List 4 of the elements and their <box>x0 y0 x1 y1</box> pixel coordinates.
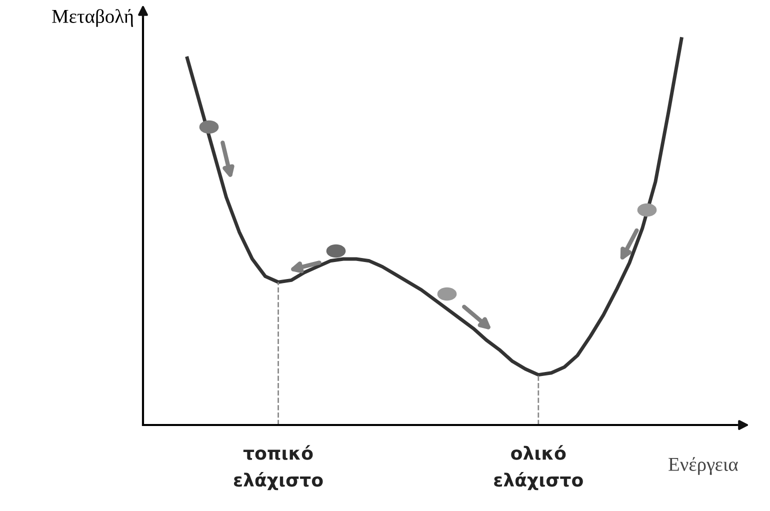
x-axis-title: Ενέργεια <box>668 457 738 475</box>
y-axis-title: Μεταβολή <box>52 9 134 27</box>
text: ολικό ελάχιστο <box>494 445 583 490</box>
text: τοπικό ελάχιστο <box>234 445 323 490</box>
